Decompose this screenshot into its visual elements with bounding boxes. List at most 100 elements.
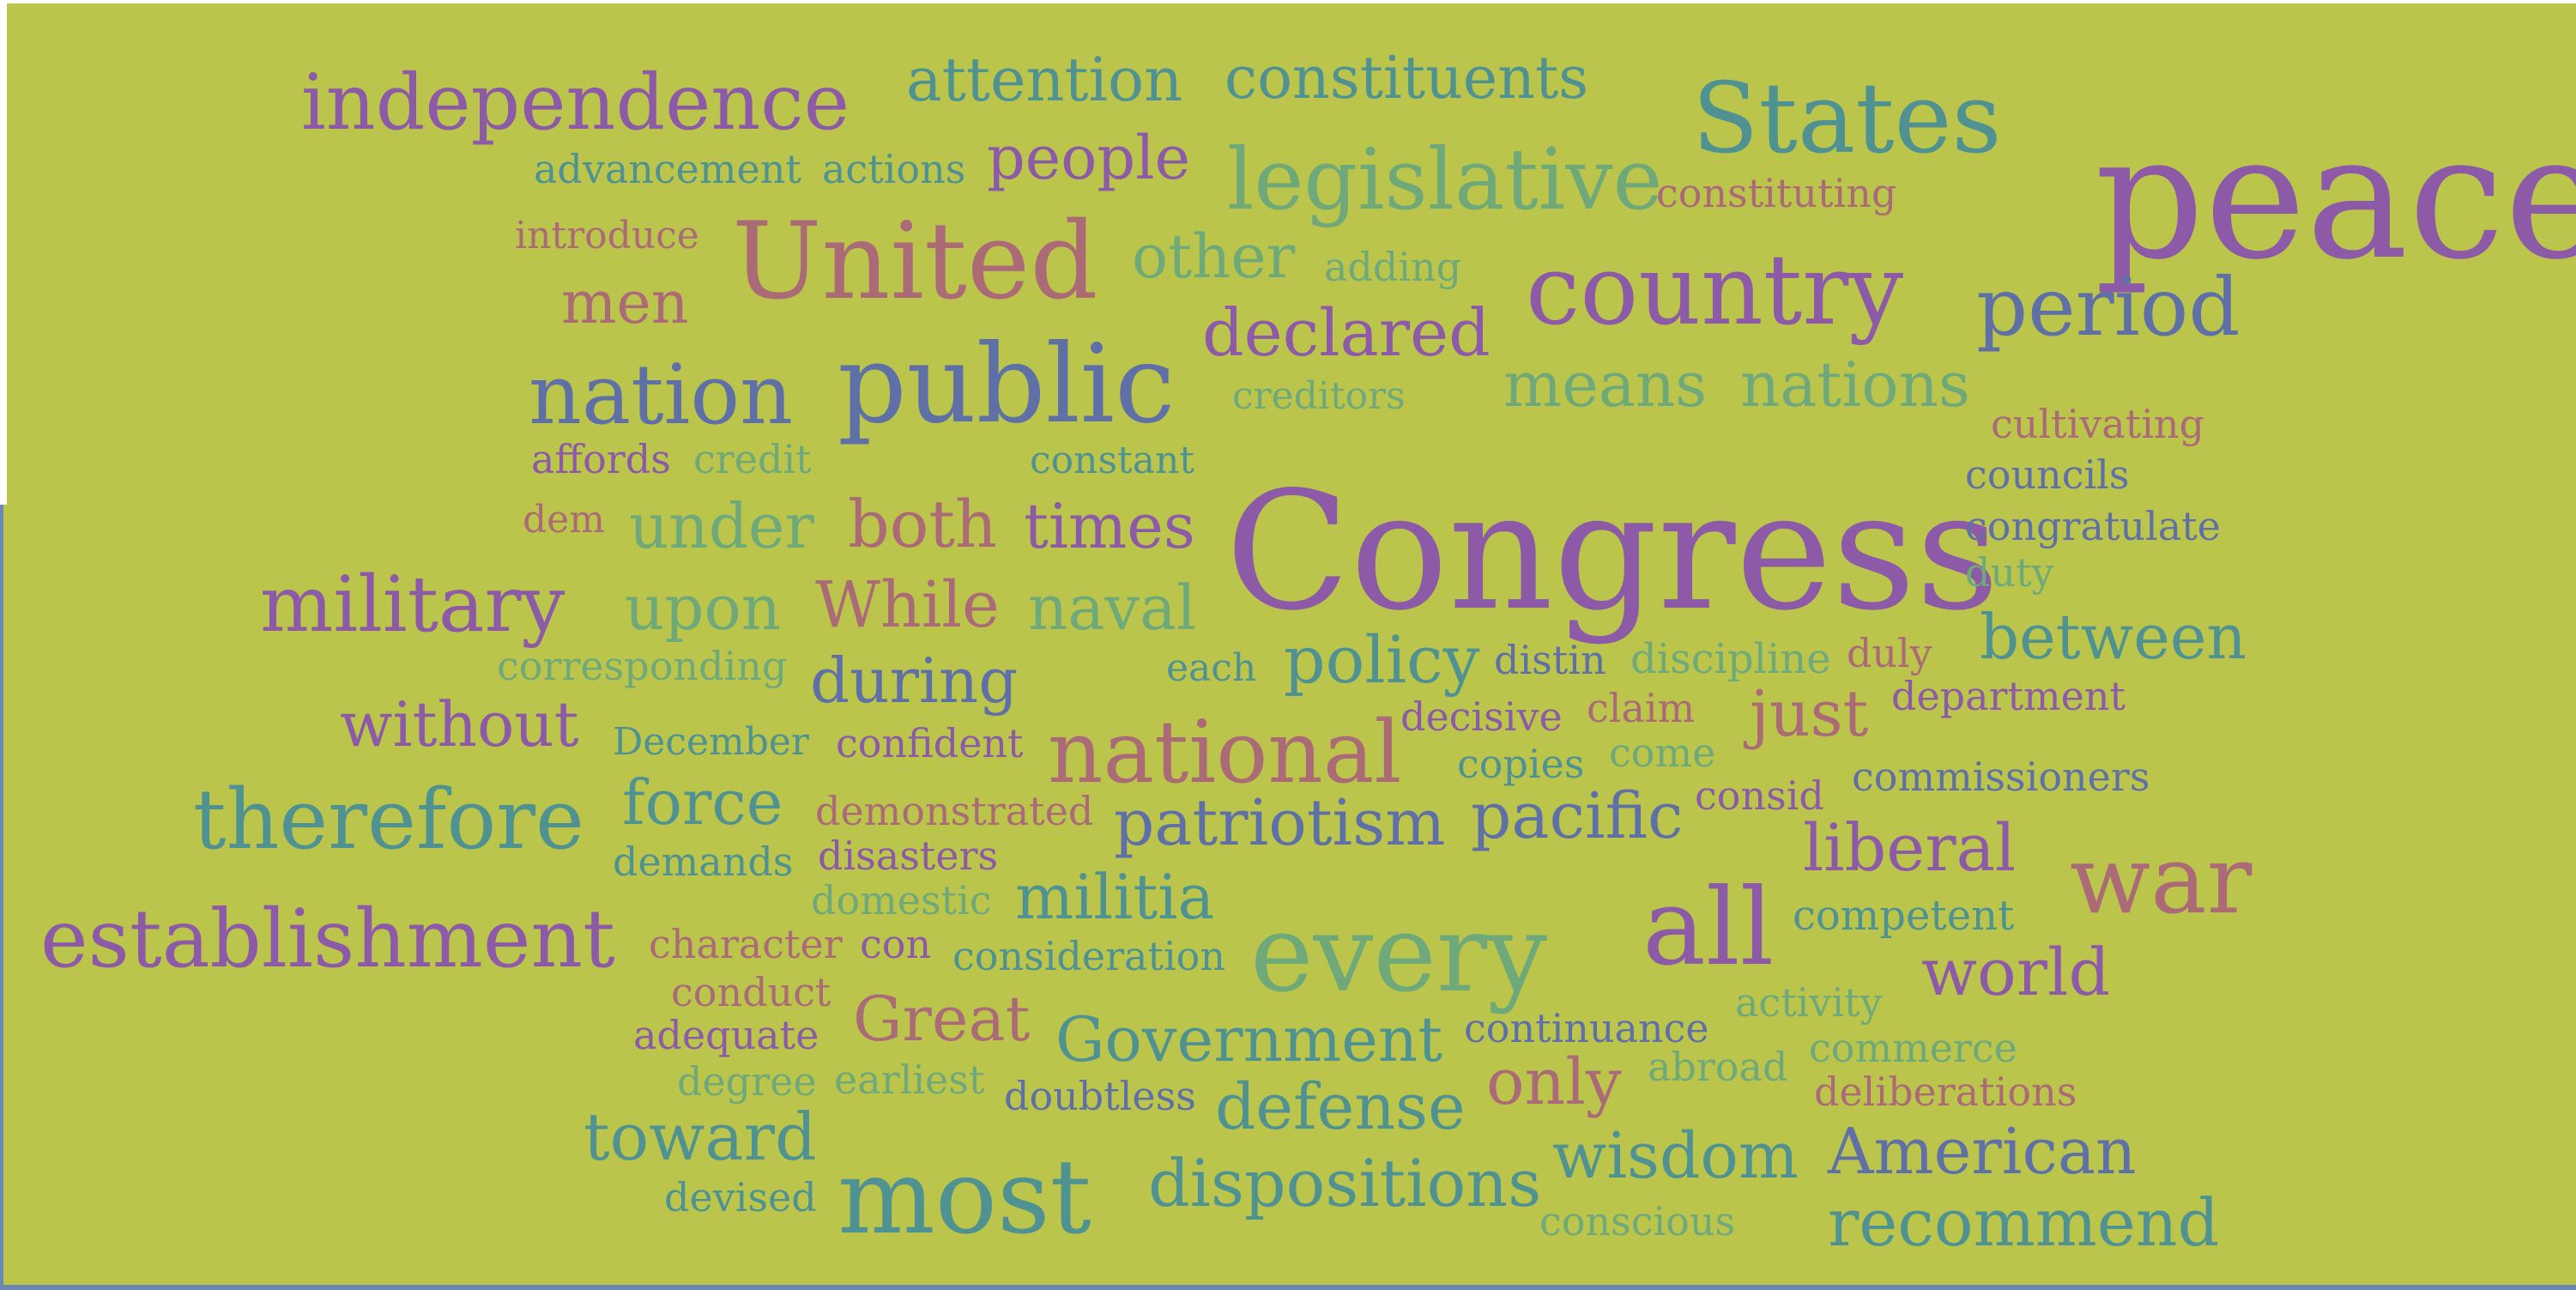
word-while: While: [815, 568, 1000, 642]
word-continuance: continuance: [1464, 1005, 1709, 1051]
word-upon: upon: [625, 572, 782, 644]
word-period: period: [1976, 261, 2240, 354]
word-national: national: [1048, 702, 1402, 802]
word-copies: copies: [1457, 741, 1585, 787]
word-corresponding: corresponding: [497, 643, 788, 689]
word-doubtless: doubtless: [1004, 1073, 1196, 1119]
word-nation: nation: [529, 347, 793, 443]
word-adding: adding: [1324, 244, 1462, 290]
frame-top-edge: [0, 0, 2576, 3]
word-degree: degree: [677, 1058, 817, 1105]
word-cultivating: cultivating: [1991, 401, 2204, 447]
frame-left-border: [0, 505, 3, 1290]
word-congress: Congress: [1225, 457, 2000, 646]
word-every: every: [1250, 893, 1548, 1016]
word-militia: militia: [1015, 861, 1215, 933]
word-discipline: discipline: [1630, 635, 1831, 683]
word-policy: policy: [1284, 621, 1480, 698]
word-constituents: constituents: [1225, 45, 1589, 112]
word-demands: demands: [613, 839, 794, 885]
frame-bottom-border: [0, 1285, 2576, 1290]
word-distin: distin: [1494, 637, 1606, 683]
word-attention: attention: [906, 45, 1183, 115]
word-recommend: recommend: [1828, 1184, 2220, 1261]
frame-left-edge: [0, 0, 7, 505]
word-creditors: creditors: [1232, 374, 1406, 418]
word-defense: defense: [1215, 1070, 1466, 1144]
word-dispositions: dispositions: [1148, 1145, 1542, 1221]
word-nations: nations: [1740, 348, 1970, 421]
word-legislative: legislative: [1227, 131, 1663, 229]
word-duty: duty: [1965, 549, 2054, 596]
word-pacific: pacific: [1471, 779, 1684, 853]
word-times: times: [1024, 490, 1195, 562]
word-commissioners: commissioners: [1852, 754, 2150, 800]
word-independence: independence: [301, 58, 850, 148]
word-only: only: [1486, 1045, 1622, 1119]
word-toward: toward: [584, 1099, 817, 1175]
word-without: without: [340, 688, 579, 760]
word-therefore: therefore: [193, 772, 584, 868]
word-military: military: [260, 560, 565, 650]
word-decisive: decisive: [1400, 693, 1563, 740]
word-come: come: [1609, 730, 1716, 776]
word-conduct: conduct: [671, 969, 831, 1015]
word-during: during: [810, 645, 1019, 717]
word-devised: devised: [664, 1174, 817, 1220]
word-activity: activity: [1735, 979, 1883, 1026]
word-credit: credit: [693, 436, 812, 482]
word-each: each: [1166, 646, 1257, 690]
word-under: under: [629, 490, 814, 562]
word-duly: duly: [1847, 630, 1932, 676]
word-government: Government: [1055, 1003, 1443, 1075]
word-disasters: disasters: [818, 833, 999, 879]
word-confident: confident: [836, 720, 1024, 766]
word-people: people: [987, 123, 1191, 193]
word-actions: actions: [822, 146, 966, 192]
word-advancement: advancement: [534, 146, 801, 192]
word-constituting: constituting: [1656, 170, 1897, 216]
word-wisdom: wisdom: [1552, 1119, 1799, 1193]
word-patriotism: patriotism: [1114, 786, 1446, 860]
word-abroad: abroad: [1648, 1044, 1788, 1090]
word-adequate: adequate: [633, 1012, 819, 1058]
word-naval: naval: [1028, 572, 1196, 644]
word-character: character: [649, 921, 843, 967]
word-just: just: [1750, 677, 1869, 751]
word-competent: competent: [1793, 892, 2015, 940]
word-demonstrated: demonstrated: [815, 788, 1094, 834]
word-affords: affords: [531, 436, 671, 482]
word-world: world: [1921, 934, 2111, 1010]
word-con: con: [860, 921, 932, 967]
word-both: both: [848, 486, 997, 562]
word-means: means: [1503, 348, 1708, 421]
word-domestic: domestic: [811, 877, 992, 924]
word-public: public: [838, 321, 1176, 447]
word-united: United: [732, 200, 1098, 324]
word-between: between: [1980, 601, 2246, 673]
word-consid: consid: [1695, 772, 1824, 819]
word-declared: declared: [1202, 294, 1491, 371]
word-conscious: conscious: [1539, 1198, 1736, 1245]
word-consideration: consideration: [952, 933, 1226, 979]
word-other: other: [1132, 221, 1296, 292]
word-force: force: [622, 766, 783, 839]
word-dem: dem: [523, 498, 605, 542]
word-states: States: [1692, 62, 2002, 175]
word-men: men: [561, 270, 689, 337]
word-congratulate: congratulate: [1965, 503, 2221, 549]
word-great: Great: [853, 983, 1031, 1055]
word-earliest: earliest: [834, 1057, 985, 1103]
word-claim: claim: [1587, 685, 1696, 731]
word-commerce: commerce: [1809, 1025, 2017, 1071]
word-deliberations: deliberations: [1814, 1069, 2077, 1115]
word-peace: peace: [2095, 98, 2576, 298]
word-liberal: liberal: [1803, 809, 2017, 886]
word-most: most: [838, 1138, 1091, 1257]
word-establishment: establishment: [40, 893, 615, 986]
word-department: department: [1891, 673, 2126, 719]
word-introduce: introduce: [515, 214, 699, 257]
word-american: American: [1828, 1115, 2137, 1189]
word-all: all: [1642, 866, 1775, 990]
